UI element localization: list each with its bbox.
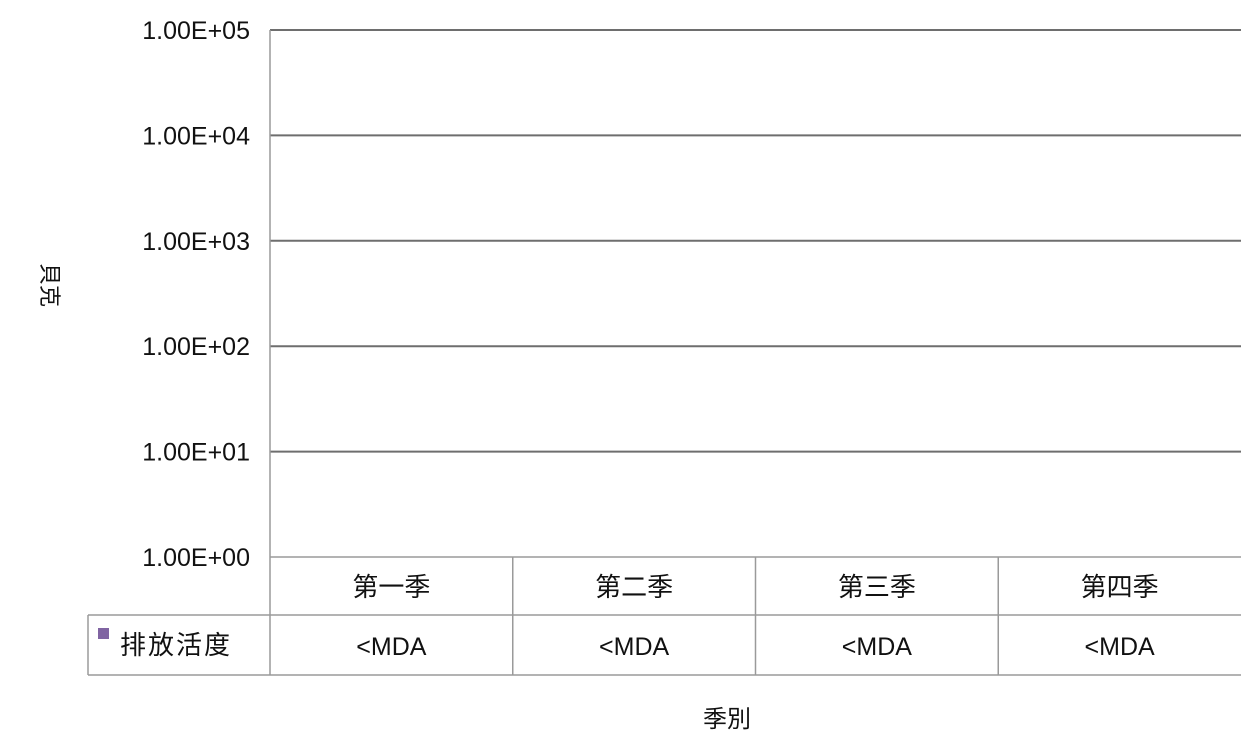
x-category-label: 第一季 [352,573,430,603]
y-axis-title: 貝克 [36,263,61,307]
data-table: 第一季 第二季 第三季 第四季 <MDA <MDA <MDA <MDA 排放活度 [87,30,1241,676]
y-tick-label: 1.00E+02 [142,333,250,361]
table-value-cell: <MDA [842,633,912,661]
x-category-label: 第四季 [1081,573,1159,603]
y-tick-label: 1.00E+05 [142,17,250,45]
grid-lines [270,29,1241,558]
y-tick-label: 1.00E+00 [142,544,250,572]
x-category-label: 第二季 [595,573,673,603]
table-value-cell: <MDA [1085,633,1155,661]
y-tick-label: 1.00E+04 [142,122,250,150]
x-category-label: 第三季 [838,573,916,603]
y-tick-label: 1.00E+01 [142,439,250,467]
y-tick-labels: 1.00E+00 1.00E+01 1.00E+02 1.00E+03 1.00E+04… [142,17,250,572]
x-axis-title: 季別 [703,705,751,733]
table-value-cell: <MDA [356,633,426,661]
table-value-cell: <MDA [599,633,669,661]
y-tick-label: 1.00E+03 [142,228,250,256]
legend-key [98,628,109,639]
series-name-label: 排放活度 [120,631,232,661]
